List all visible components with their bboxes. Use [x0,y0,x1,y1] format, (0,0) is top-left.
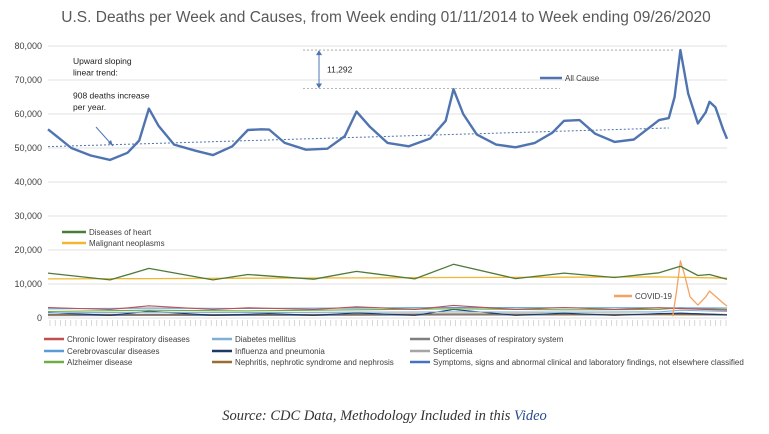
y-tick-label: 60,000 [14,109,42,119]
legend-label: Influenza and pneumonia [235,347,325,356]
legend-label: Alzheimer disease [67,358,133,367]
legend-label: Diseases of heart [89,228,152,237]
series-line-all-cause [47,48,729,162]
y-tick-label: 30,000 [14,211,42,221]
legend-label: Chronic lower respiratory diseases [67,335,190,344]
legend-label: Nephritis, nephrotic syndrome and nephro… [235,358,394,367]
series-line-diseases-of-heart [47,263,728,281]
legend-label: Diabetes mellitus [235,335,296,344]
series-line-influenza-and-pneumonia [47,308,728,316]
trend-note-arrowhead [108,140,113,146]
caption-text: Source: CDC Data, Methodology Included i… [222,408,515,424]
chart-title: U.S. Deaths per Week and Causes, from We… [61,9,711,26]
gap-arrowhead-up [316,50,322,56]
gap-arrowhead-down [316,83,322,89]
y-tick-label: 80,000 [14,41,42,51]
y-tick-label: 40,000 [14,177,42,187]
legend-label: All Cause [565,74,600,83]
series-line-malignant-neoplasms [47,276,728,280]
chart: U.S. Deaths per Week and Causes, from We… [14,9,744,367]
legend-label: Malignant neoplasms [89,239,165,248]
gap-value-label: 11,292 [327,64,353,74]
legend-label: Other diseases of respiratory system [433,335,564,344]
y-tick-label: 20,000 [14,245,42,255]
trend-note-line: 908 deaths increase [73,91,150,101]
trend-note-line: linear trend: [73,68,118,78]
y-tick-label: 50,000 [14,143,42,153]
series-line-cerebrovascular-diseases [47,306,728,310]
trend-note-line: Upward sloping [73,56,132,66]
video-link[interactable]: Video [514,408,547,424]
legend-label: COVID-19 [635,292,672,301]
y-tick-label: 10,000 [14,279,42,289]
series-line-covid-19 [672,260,728,317]
trend-note-line: per year. [73,102,106,112]
y-tick-label: 70,000 [14,75,42,85]
series-line-chronic-lower-respiratory-diseases [47,304,728,311]
legend-label: Septicemia [433,347,473,356]
trend-line [47,127,669,148]
source-caption: Source: CDC Data, Methodology Included i… [0,408,769,425]
legend-label: Cerebrovascular diseases [67,347,160,356]
y-tick-label: 0 [37,313,42,323]
legend-label: Symptoms, signs and abnormal clinical an… [433,358,744,367]
